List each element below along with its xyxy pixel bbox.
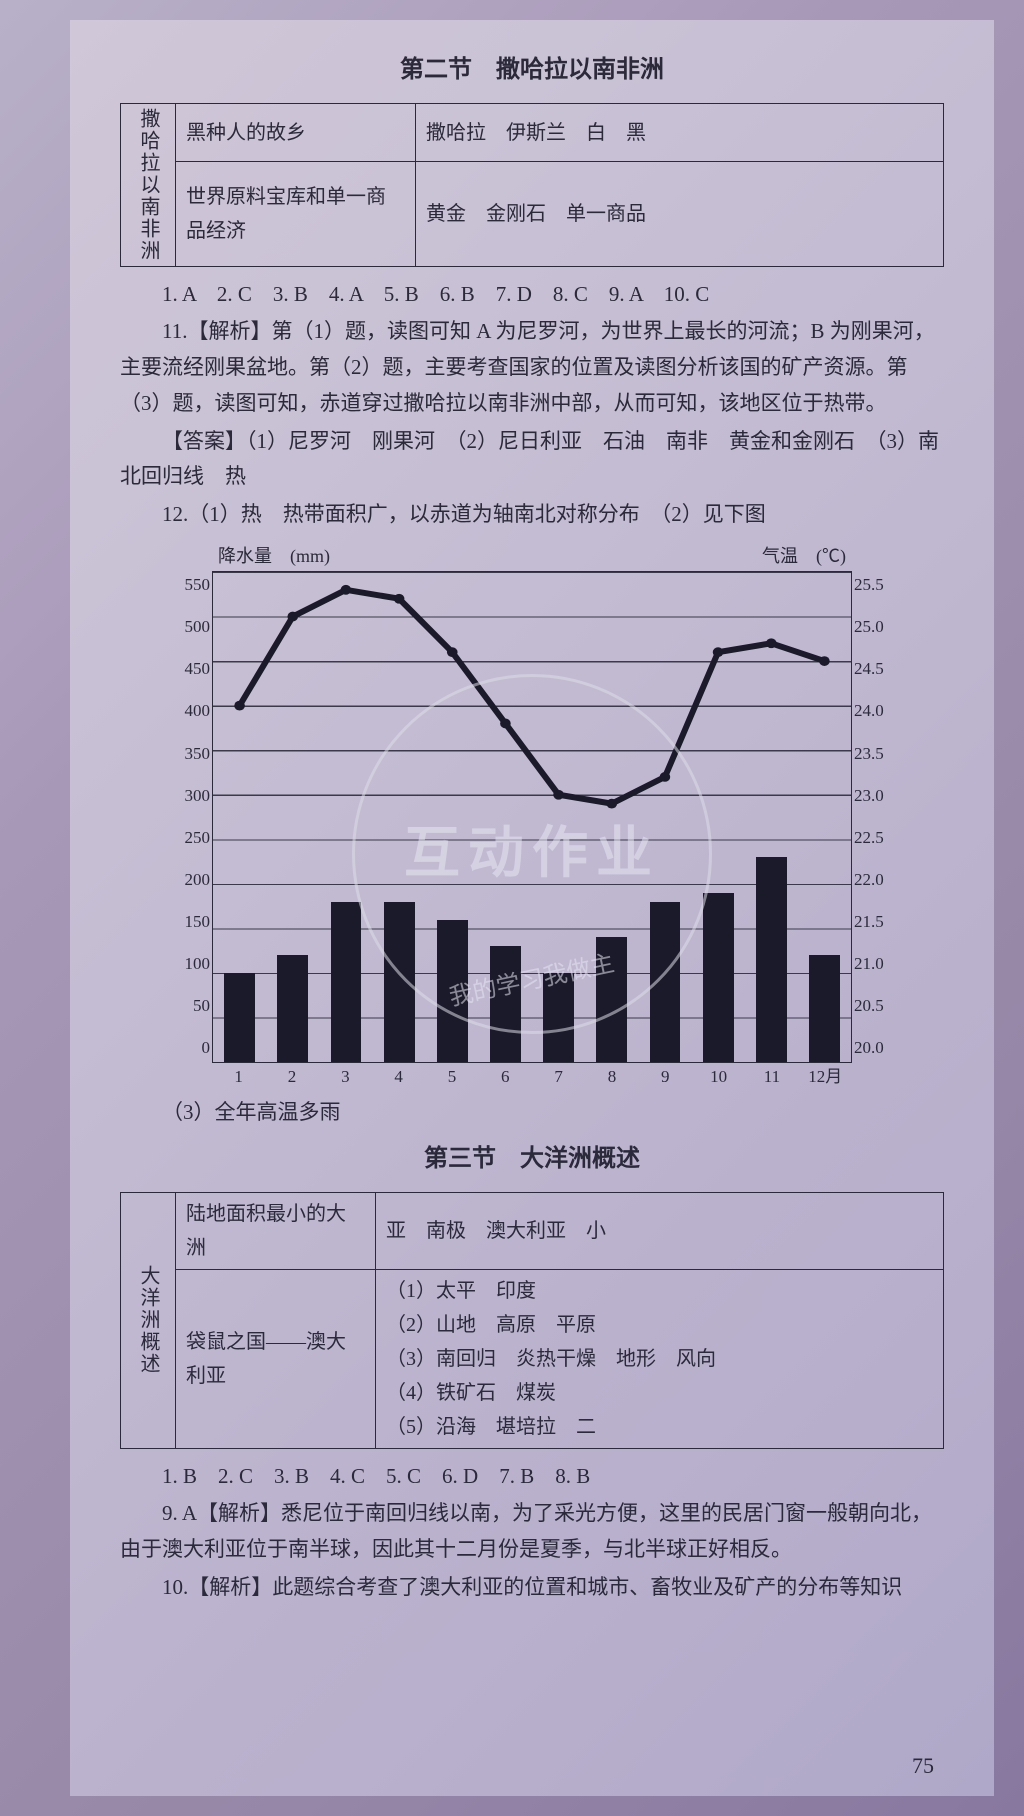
s3-p10: 10.【解析】此题综合考查了澳大利亚的位置和城市、畜牧业及矿产的分布等知识: [120, 1570, 944, 1606]
page: 第二节 撒哈拉以南非洲 撒哈拉以南非洲 黑种人的故乡 撒哈拉 伊斯兰 白 黑 世…: [70, 20, 994, 1796]
y-right-axis: 25.525.024.524.023.523.022.522.021.521.0…: [854, 571, 904, 1063]
s3-r0c2: 亚 南极 澳大利亚 小: [376, 1192, 944, 1269]
s3-r1c2: （1）太平 印度 （2）山地 高原 平原 （3）南回归 炎热干燥 地形 风向 （…: [376, 1269, 944, 1448]
page-number: 75: [912, 1747, 934, 1784]
s2-left-label: 撒哈拉以南非洲: [121, 103, 176, 266]
section2-table: 撒哈拉以南非洲 黑种人的故乡 撒哈拉 伊斯兰 白 黑 世界原料宝库和单一商品经济…: [120, 103, 944, 267]
s3-answers: 1. B 2. C 3. B 4. C 5. C 6. D 7. B 8. B: [120, 1459, 944, 1495]
chart-top-labels: 降水量 (mm) 气温 (℃): [212, 541, 852, 572]
s2-p11a: 11.【解析】第（1）题，读图可知 A 为尼罗河，为世界上最长的河流；B 为刚果…: [120, 314, 944, 421]
s2-answers: 1. A 2. C 3. B 4. A 5. B 6. B 7. D 8. C …: [120, 277, 944, 313]
s3-r0c1: 陆地面积最小的大洲: [176, 1192, 376, 1269]
s2-r1c1: 世界原料宝库和单一商品经济: [176, 162, 416, 267]
temp-line: [213, 572, 851, 1062]
s3-left-label: 大洋洲概述: [121, 1192, 176, 1448]
s3-p9: 9. A【解析】悉尼位于南回归线以南，为了采光方便，这里的民居门窗一般朝向北，由…: [120, 1496, 944, 1567]
s2-p11b: 【答案】（1）尼罗河 刚果河 （2）尼日利亚 石油 南非 黄金和金刚石 （3）南…: [120, 424, 944, 495]
section3-title: 第三节 大洋洲概述: [120, 1139, 944, 1180]
s3-r1c1: 袋鼠之国——澳大利亚: [176, 1269, 376, 1448]
y-left-axis: 550500450400350300250200150100500: [160, 571, 210, 1063]
section2-title: 第二节 撒哈拉以南非洲: [120, 50, 944, 91]
s2-p12c: （3）全年高温多雨: [120, 1095, 944, 1131]
s2-r0c1: 黑种人的故乡: [176, 103, 416, 161]
section3-table: 大洋洲概述 陆地面积最小的大洲 亚 南极 澳大利亚 小 袋鼠之国——澳大利亚 （…: [120, 1192, 944, 1449]
s2-p12a: 12.（1）热 热带面积广，以赤道为轴南北对称分布 （2）见下图: [120, 497, 944, 533]
climate-chart: 降水量 (mm) 气温 (℃) 550500450400350300250200…: [212, 541, 852, 1092]
plot-area: [212, 571, 852, 1063]
chart-area: 550500450400350300250200150100500 25.525…: [212, 571, 852, 1091]
s2-r0c2: 撒哈拉 伊斯兰 白 黑: [416, 103, 944, 161]
x-axis: 123456789101112月: [212, 1063, 852, 1091]
precip-label: 降水量 (mm): [218, 541, 330, 572]
temp-label: 气温 (℃): [762, 541, 846, 572]
s2-r1c2: 黄金 金刚石 单一商品: [416, 162, 944, 267]
